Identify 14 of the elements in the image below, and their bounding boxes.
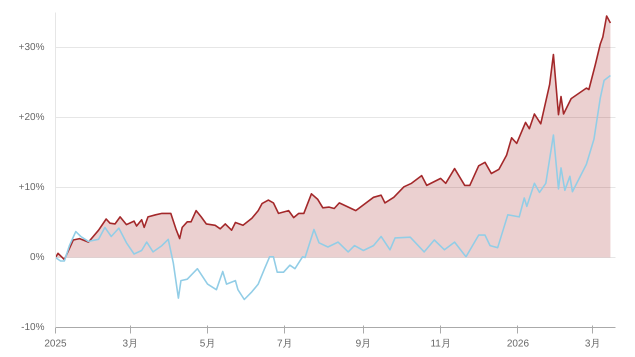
x-tick-label: 2026 (506, 338, 530, 350)
y-tick-label: +20% (18, 112, 45, 123)
y-tick-label: 0% (30, 252, 45, 263)
line-series (56, 74, 612, 300)
y-tick-label: +10% (18, 182, 45, 193)
x-tick-label: 9月 (356, 338, 372, 350)
x-tick-label: 5月 (200, 338, 216, 350)
y-tick-label: +30% (18, 42, 45, 53)
x-tick-label: 2025 (44, 338, 68, 350)
x-tick-label: 7月 (277, 338, 293, 350)
x-tick-label: 11月 (430, 338, 451, 350)
x-tick-label: 3月 (584, 338, 600, 350)
y-tick-label: -10% (21, 322, 45, 333)
x-tick-label: 3月 (122, 338, 138, 350)
